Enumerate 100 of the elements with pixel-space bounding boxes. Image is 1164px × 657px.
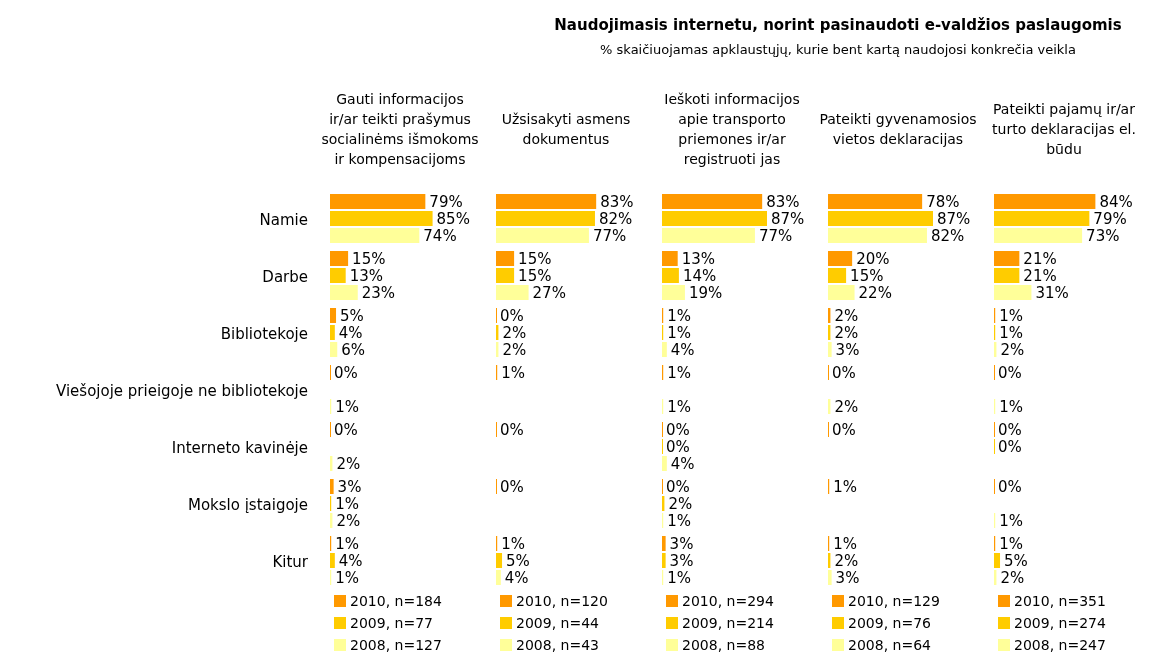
legend-label: 2010, n=184 [350, 593, 442, 609]
data-label: 0% [832, 421, 856, 439]
data-label: 3% [835, 569, 860, 587]
data-label: 14% [682, 267, 717, 285]
data-label: 78% [926, 193, 960, 211]
data-label: 0% [832, 364, 856, 382]
data-label: 20% [856, 250, 890, 268]
bar [496, 194, 597, 209]
data-label: 0% [666, 438, 690, 456]
data-label: 1% [999, 398, 1023, 416]
bar [994, 553, 1001, 568]
data-label: 19% [688, 284, 723, 302]
y-tick-label: Interneto kavinėje [171, 438, 308, 457]
data-label: 2% [834, 307, 859, 325]
data-label: 79% [429, 193, 463, 211]
bar [330, 308, 337, 323]
data-label: 13% [681, 250, 716, 268]
legend-label: 2009, n=76 [848, 615, 932, 631]
bar [496, 570, 501, 585]
legend-label: 2010, n=120 [516, 593, 608, 609]
bar [828, 570, 832, 585]
data-label: 3% [835, 341, 860, 359]
bar [994, 251, 1020, 266]
bar [496, 211, 595, 226]
bar [662, 553, 666, 568]
bar [496, 268, 515, 283]
y-tick-label: Namie [259, 210, 308, 229]
data-label: 3% [669, 552, 694, 570]
data-label: 1% [999, 535, 1023, 553]
text: % skaičiuojamas apklaustųjų, kurie bent kartą naudojosi konkrečia veikla [600, 42, 1076, 57]
data-label: 1% [999, 324, 1023, 342]
data-label: 1% [667, 398, 691, 416]
data-label: 83% [600, 193, 634, 211]
data-label: 1% [667, 307, 691, 325]
data-label: 73% [1086, 227, 1120, 245]
bar [994, 268, 1020, 283]
data-label: 3% [337, 478, 362, 496]
bar [828, 251, 853, 266]
bar [662, 211, 767, 226]
bar [330, 285, 358, 300]
data-label: 2% [834, 552, 859, 570]
data-label: 15% [518, 267, 552, 285]
data-label: 2% [502, 324, 527, 342]
data-label: 74% [423, 227, 457, 245]
data-label: 15% [352, 250, 386, 268]
data-label: 1% [335, 495, 359, 513]
bar [994, 211, 1090, 226]
data-label: 0% [500, 421, 524, 439]
data-label: 5% [340, 307, 364, 325]
data-label: 2% [1000, 569, 1025, 587]
data-label: 27% [532, 284, 566, 302]
data-label: 82% [598, 210, 633, 228]
data-label: 21% [1023, 250, 1057, 268]
data-label: 79% [1093, 210, 1127, 228]
data-label: 0% [666, 478, 690, 496]
bar [662, 342, 667, 357]
data-label: 77% [758, 227, 793, 245]
data-label: 6% [341, 341, 366, 359]
bar [330, 479, 334, 494]
chart-title: Gauti informacijos ir/ar teikti prašymus socialinėms išmokoms ir kompensacijoms [321, 91, 479, 167]
data-label: 0% [666, 421, 690, 439]
legend-label: 2008, n=127 [350, 637, 442, 653]
data-label: 2% [336, 455, 361, 473]
data-label: 3% [669, 535, 694, 553]
bar [828, 228, 927, 243]
legend-label: 2008, n=247 [1014, 637, 1106, 653]
data-label: 83% [766, 193, 800, 211]
data-label: 1% [667, 364, 691, 382]
data-label: 85% [436, 210, 470, 228]
data-label: 23% [361, 284, 396, 302]
legend-label: 2008, n=43 [516, 637, 599, 653]
bar [828, 268, 847, 283]
data-label: 1% [999, 307, 1023, 325]
data-label: 13% [349, 267, 384, 285]
data-label: 1% [501, 535, 525, 553]
chart-title: Ieškoti informacijos apie transporto priemones ir/ar registruoti jas [664, 91, 800, 167]
data-label: 84% [1099, 193, 1133, 211]
data-label: 0% [334, 421, 358, 439]
bar [994, 228, 1083, 243]
data-label: 1% [667, 569, 691, 587]
legend-label: 2010, n=351 [1014, 593, 1106, 609]
legend-label: 2009, n=77 [350, 615, 433, 631]
bar [330, 251, 349, 266]
data-label: 5% [506, 552, 530, 570]
bar [662, 228, 755, 243]
data-label: 0% [500, 307, 524, 325]
bar [330, 211, 433, 226]
text: Naudojimasis internetu, norint pasinaudoti e-valdžios paslaugomis [554, 16, 1122, 34]
bar [828, 211, 933, 226]
data-label: 1% [667, 512, 691, 530]
data-label: 0% [998, 438, 1022, 456]
data-label: 2% [834, 398, 859, 416]
data-label: 1% [335, 569, 359, 587]
data-label: 0% [500, 478, 524, 496]
data-label: 5% [1004, 552, 1028, 570]
bar [496, 251, 515, 266]
y-tick-label: Bibliotekoje [220, 324, 308, 343]
data-label: 2% [1000, 341, 1025, 359]
data-label: 1% [501, 364, 525, 382]
data-label: 4% [338, 324, 363, 342]
